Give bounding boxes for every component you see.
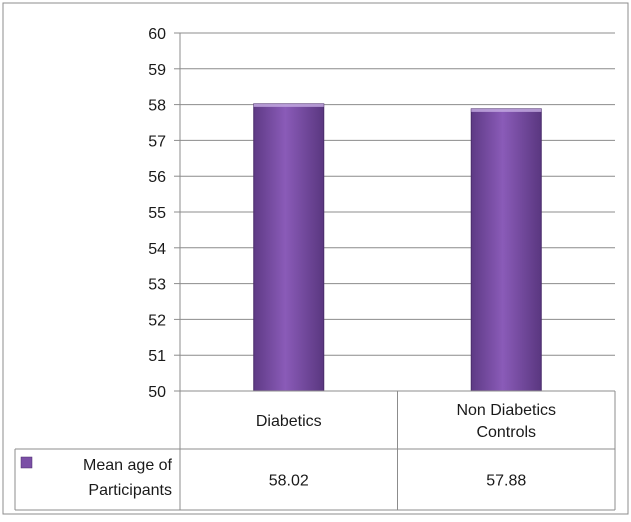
y-tick-label: 54 bbox=[148, 241, 166, 258]
legend-key bbox=[20, 456, 33, 469]
y-axis-ticks: 50 51 52 53 54 55 56 57 58 59 60 bbox=[148, 26, 166, 401]
category-label: Controls bbox=[476, 424, 536, 441]
y-tick-label: 53 bbox=[148, 277, 166, 294]
y-tick-label: 57 bbox=[148, 133, 166, 150]
category-label: Diabetics bbox=[256, 413, 322, 430]
bars bbox=[253, 103, 542, 392]
bar-1-highlight bbox=[253, 103, 324, 107]
legend-series-name: Participants bbox=[88, 482, 172, 499]
value-label: 58.02 bbox=[269, 473, 309, 490]
legend-series-name: Mean age of bbox=[83, 457, 173, 474]
data-table: Diabetics Non Diabetics Controls 58.02 57.88… bbox=[14, 390, 616, 511]
y-tick-label: 56 bbox=[148, 169, 166, 186]
y-tick-label: 50 bbox=[148, 384, 166, 401]
bar-2 bbox=[470, 108, 542, 392]
bar-1 bbox=[253, 103, 325, 392]
y-tick-label: 59 bbox=[148, 62, 166, 79]
bar-2-highlight bbox=[471, 108, 542, 112]
y-tick-label: 58 bbox=[148, 98, 166, 115]
y-tick-label: 55 bbox=[148, 205, 166, 222]
y-tick-label: 51 bbox=[148, 348, 166, 365]
y-tick-label: 60 bbox=[148, 26, 166, 43]
category-label: Non Diabetics bbox=[456, 402, 556, 419]
y-tick-label: 52 bbox=[148, 312, 166, 329]
value-label: 57.88 bbox=[486, 473, 526, 490]
